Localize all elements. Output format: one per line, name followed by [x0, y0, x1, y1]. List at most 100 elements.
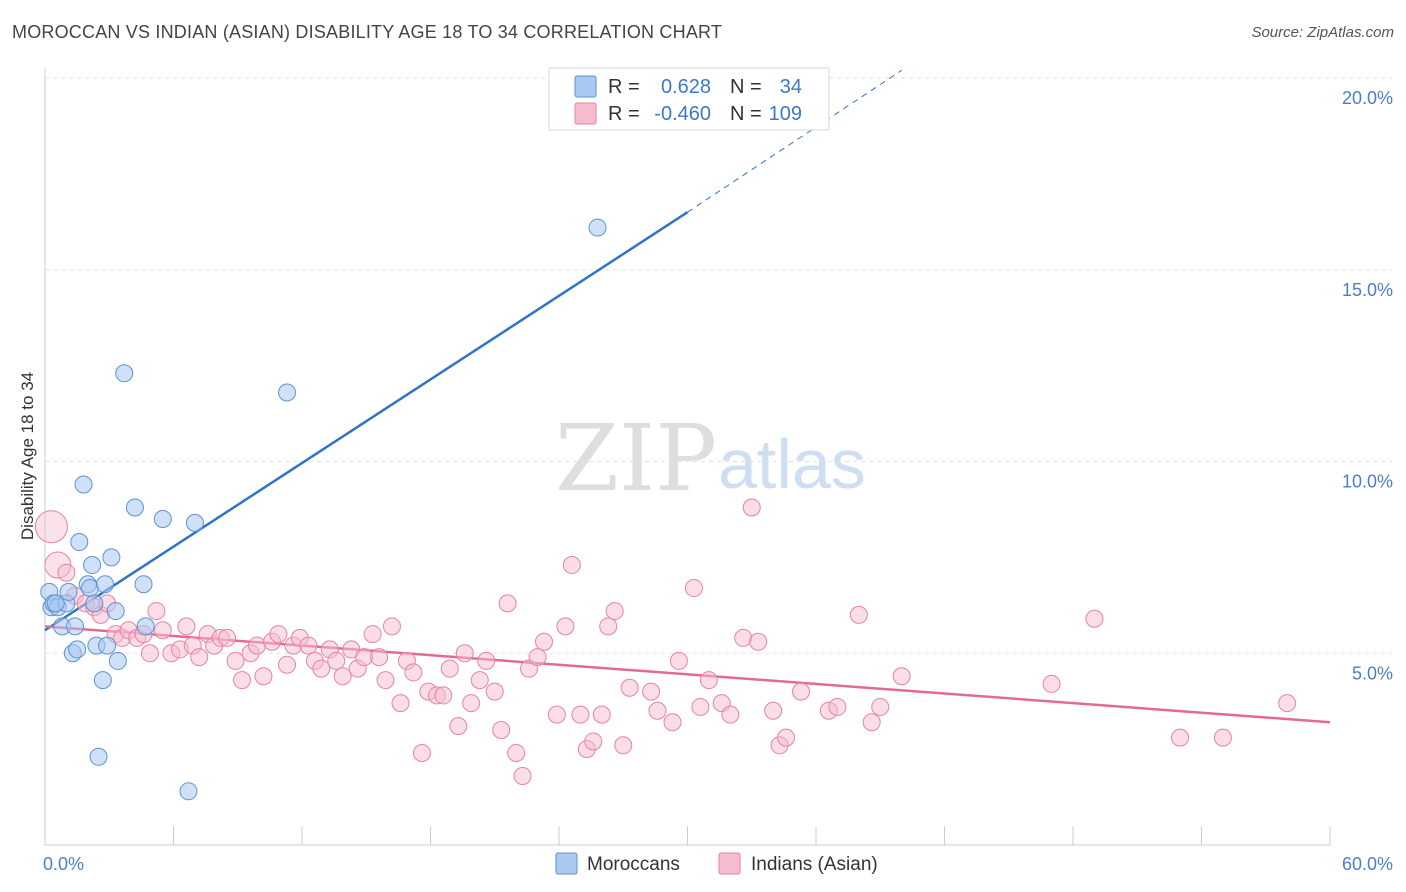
- moroccan-point: [136, 617, 155, 636]
- moroccan-point: [588, 218, 607, 237]
- moroccan-point: [179, 782, 198, 801]
- legend-moroccan-n: 34: [780, 76, 802, 98]
- indian-point: [614, 736, 633, 755]
- indian-point: [449, 717, 468, 736]
- moroccan-point: [98, 636, 117, 655]
- indian-point: [1085, 609, 1104, 628]
- indian-point: [535, 632, 554, 651]
- tick-labels: 5.0% 10.0% 15.0% 20.0% 0.0% 60.0%: [43, 88, 1393, 874]
- legend-indian-n: 109: [769, 103, 802, 125]
- indian-point: [592, 705, 611, 724]
- indian-point: [663, 713, 682, 732]
- legend-r-label-1: R =: [608, 76, 640, 98]
- indian-point: [190, 648, 209, 667]
- moroccan-point: [153, 510, 172, 529]
- indian-point: [605, 602, 624, 621]
- indian-point: [749, 632, 768, 651]
- legend-indian-r: -0.460: [654, 103, 711, 125]
- indian-point: [584, 732, 603, 751]
- indian-point: [699, 671, 718, 690]
- indian-point: [299, 636, 318, 655]
- indian-point: [391, 694, 410, 713]
- indian-point: [691, 697, 710, 716]
- moroccan-point: [46, 594, 65, 613]
- trend-lines: [44, 69, 1331, 724]
- watermark-zip: ZIP: [555, 405, 717, 512]
- indian-point: [233, 671, 252, 690]
- moroccan-trend-extension: [687, 69, 902, 213]
- source-label: Source: ZipAtlas.com: [1251, 24, 1394, 41]
- indian-point: [828, 697, 847, 716]
- indian-point: [547, 705, 566, 724]
- indian-point: [269, 625, 288, 644]
- indian-point: [376, 671, 395, 690]
- indian-point: [312, 659, 331, 678]
- moroccan-point: [80, 579, 99, 598]
- indian-point: [462, 694, 481, 713]
- bottom-legend-swatch-indians: [718, 852, 741, 875]
- indian-point: [226, 651, 245, 670]
- indian-point: [1213, 728, 1232, 747]
- indian-point: [742, 498, 761, 517]
- indian-point: [153, 621, 172, 640]
- indian-point: [1171, 728, 1190, 747]
- legend-moroccan-r: 0.628: [661, 76, 711, 98]
- indian-point: [599, 617, 618, 636]
- indian-point: [620, 678, 639, 697]
- indian-point: [642, 682, 661, 701]
- indian-point: [669, 651, 688, 670]
- indian-point: [477, 651, 496, 670]
- moroccan-point: [115, 364, 134, 383]
- legend-swatch-moroccan: [574, 75, 597, 98]
- y-axis-label: Disability Age 18 to 34: [18, 372, 37, 540]
- indian-point: [434, 686, 453, 705]
- indian-point: [1042, 674, 1061, 693]
- moroccan-point: [106, 602, 125, 621]
- indian-point: [1278, 694, 1297, 713]
- axes: [44, 68, 1331, 846]
- grid-lines: [45, 77, 1392, 654]
- y-tick-label: 15.0%: [1342, 280, 1393, 300]
- moroccan-point: [70, 533, 89, 552]
- indian-point: [327, 651, 346, 670]
- moroccan-point: [59, 582, 78, 601]
- indian-point: [871, 697, 890, 716]
- indian-point: [254, 667, 273, 686]
- y-tick-label: 20.0%: [1342, 88, 1393, 108]
- indian-point: [412, 743, 431, 762]
- indian-point: [355, 648, 374, 667]
- bottom-legend-indians: Indians (Asian): [751, 854, 878, 875]
- stats-legend: R = 0.628 N = 34 R = -0.460 N = 109: [548, 67, 830, 131]
- indian-point: [404, 663, 423, 682]
- indian-point: [507, 743, 526, 762]
- moroccan-point: [278, 383, 297, 402]
- legend-n-label-1: N =: [730, 76, 762, 98]
- chart-title: MOROCCAN VS INDIAN (ASIAN) DISABILITY AG…: [12, 22, 723, 42]
- indian-point: [492, 720, 511, 739]
- indian-point: [34, 510, 68, 544]
- indian-point: [440, 659, 459, 678]
- indian-point: [147, 602, 166, 621]
- indian-point: [684, 579, 703, 598]
- moroccan-point: [93, 671, 112, 690]
- y-tick-label: 5.0%: [1352, 663, 1393, 683]
- moroccan-point: [83, 556, 102, 575]
- indian-point: [455, 644, 474, 663]
- y-tick-label: 10.0%: [1342, 472, 1393, 492]
- indian-point: [278, 655, 297, 674]
- indian-point: [792, 682, 811, 701]
- watermark-atlas: atlas: [718, 425, 866, 503]
- indian-point: [734, 628, 753, 647]
- x-tick-label: 0.0%: [43, 854, 84, 874]
- moroccan-point: [95, 575, 114, 594]
- legend-n-label-2: N =: [730, 103, 762, 125]
- indian-point: [370, 648, 389, 667]
- indian-point: [764, 701, 783, 720]
- moroccan-point: [85, 594, 104, 613]
- data-points: [34, 218, 1297, 801]
- moroccan-point: [68, 640, 87, 659]
- moroccan-point: [125, 498, 144, 517]
- moroccan-point: [185, 513, 204, 532]
- indian-point: [177, 617, 196, 636]
